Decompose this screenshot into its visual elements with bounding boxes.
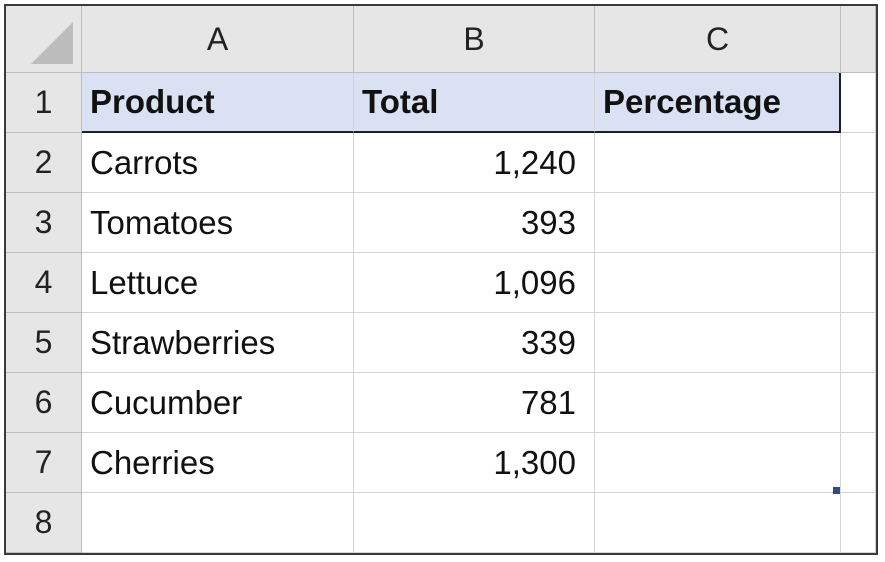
select-all-triangle-icon [31, 22, 73, 64]
column-header-b[interactable]: B [354, 6, 595, 73]
row-header-8[interactable]: 8 [6, 493, 82, 553]
cell-b3[interactable]: 393 [354, 193, 595, 253]
cell-d7[interactable] [841, 433, 876, 493]
cell-c3[interactable] [595, 193, 841, 253]
cell-b4[interactable]: 1,096 [354, 253, 595, 313]
cell-b7[interactable]: 1,300 [354, 433, 595, 493]
cell-d1[interactable] [841, 73, 876, 133]
column-header-d[interactable] [841, 6, 876, 73]
cell-d2[interactable] [841, 133, 876, 193]
cell-a4[interactable]: Lettuce [82, 253, 354, 313]
row-header-2[interactable]: 2 [6, 133, 82, 193]
cell-c8[interactable] [595, 493, 841, 553]
cell-b6[interactable]: 781 [354, 373, 595, 433]
row-header-7[interactable]: 7 [6, 433, 82, 493]
column-header-a[interactable]: A [82, 6, 354, 73]
column-header-c[interactable]: C [595, 6, 841, 73]
cell-b2[interactable]: 1,240 [354, 133, 595, 193]
spreadsheet-grid: A B C 1 Product Total Percentage 2 Carro… [6, 6, 876, 553]
row-header-3[interactable]: 3 [6, 193, 82, 253]
cell-b8[interactable] [354, 493, 595, 553]
cell-c1[interactable]: Percentage [595, 73, 841, 133]
row-header-6[interactable]: 6 [6, 373, 82, 433]
cell-d6[interactable] [841, 373, 876, 433]
select-all-corner[interactable] [6, 6, 82, 73]
cell-a2[interactable]: Carrots [82, 133, 354, 193]
cell-d8[interactable] [841, 493, 876, 553]
spreadsheet-frame: A B C 1 Product Total Percentage 2 Carro… [4, 4, 878, 555]
cell-c4[interactable] [595, 253, 841, 313]
cell-a7[interactable]: Cherries [82, 433, 354, 493]
row-header-4[interactable]: 4 [6, 253, 82, 313]
cell-a1[interactable]: Product [82, 73, 354, 133]
cell-b1[interactable]: Total [354, 73, 595, 133]
cell-c2[interactable] [595, 133, 841, 193]
cell-b5[interactable]: 339 [354, 313, 595, 373]
row-header-5[interactable]: 5 [6, 313, 82, 373]
cell-d3[interactable] [841, 193, 876, 253]
cell-c7[interactable] [595, 433, 841, 493]
cell-a3[interactable]: Tomatoes [82, 193, 354, 253]
cell-c6[interactable] [595, 373, 841, 433]
cell-a6[interactable]: Cucumber [82, 373, 354, 433]
table-resize-handle-icon[interactable] [833, 487, 840, 494]
cell-d4[interactable] [841, 253, 876, 313]
row-header-1[interactable]: 1 [6, 73, 82, 133]
cell-d5[interactable] [841, 313, 876, 373]
cell-c5[interactable] [595, 313, 841, 373]
cell-a5[interactable]: Strawberries [82, 313, 354, 373]
cell-a8[interactable] [82, 493, 354, 553]
